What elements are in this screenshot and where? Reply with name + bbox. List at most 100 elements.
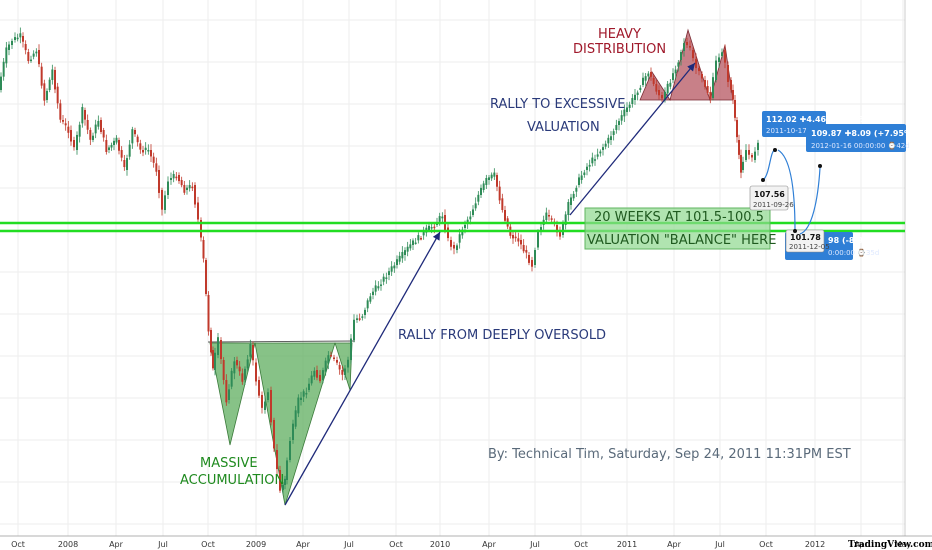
candle-body (282, 484, 284, 490)
svg-text:2012-01-16 00:00:00 ⌚42d: 2012-01-16 00:00:00 ⌚42d (811, 141, 910, 150)
candle-body (417, 235, 420, 241)
svg-text:112.02 ✚4.46 (+4.15%): 112.02 ✚4.46 (+4.15%) (766, 115, 871, 124)
candle-body (139, 143, 142, 150)
candle-body (692, 50, 694, 59)
candle-body (86, 120, 89, 130)
candle-body (393, 265, 396, 269)
watermark: TradingView.com (848, 540, 932, 550)
candle-body (54, 70, 56, 90)
candle-body (152, 156, 155, 163)
candle-body (631, 98, 634, 104)
candle-body (698, 68, 700, 72)
candle-body (48, 79, 51, 90)
candle-body (164, 195, 166, 210)
candle-body (602, 147, 604, 150)
arrow-rally-excessive (569, 62, 696, 216)
candle-body (51, 69, 54, 80)
candle-body (591, 157, 594, 164)
candle-body (308, 383, 310, 390)
candle-body (319, 375, 321, 382)
candle-body (284, 478, 286, 485)
candle-body (136, 136, 139, 143)
candle-body (385, 277, 388, 279)
candle-body (212, 350, 214, 369)
candle-body (2, 61, 5, 77)
candle-body (525, 250, 528, 253)
candle-body (62, 120, 64, 122)
candle-body (578, 177, 580, 185)
candle-body (504, 210, 506, 221)
candle-body (0, 76, 2, 90)
candle-body (115, 137, 118, 143)
candle-body (81, 107, 84, 124)
candle-body (191, 186, 194, 189)
candle-body (474, 203, 477, 209)
candle-body (14, 37, 16, 40)
candle-body (740, 155, 742, 173)
candle-body (396, 259, 398, 265)
candle-body (294, 410, 297, 427)
candle-body (661, 95, 663, 99)
candle-body (727, 65, 729, 82)
candle-body (428, 225, 430, 230)
candle-body (286, 460, 288, 480)
x-tick-15: Jul (714, 540, 725, 549)
candle-body (330, 355, 332, 357)
candle-body (289, 440, 291, 460)
candle-body (73, 140, 75, 148)
candle-body (572, 193, 575, 199)
candle-body (388, 271, 390, 275)
measure-dots (761, 148, 822, 233)
candle-body (92, 135, 94, 140)
x-tick-19: May (895, 540, 912, 549)
candle-body (183, 185, 186, 193)
candle-body (11, 40, 13, 45)
candle-body (490, 174, 493, 179)
candle-body (118, 140, 120, 151)
candle-body (252, 345, 254, 361)
candle-body (300, 397, 302, 400)
candle-body (732, 90, 734, 100)
candle-body (175, 176, 178, 179)
x-tick-13: 2011 (617, 540, 637, 549)
candle-body (607, 137, 610, 144)
x-tick-6: Apr (296, 540, 311, 549)
candle-body (16, 37, 19, 40)
candle-body (612, 131, 615, 135)
candle-body (38, 50, 40, 65)
candle-body (214, 352, 216, 370)
candle-body (588, 164, 591, 167)
candle-body (270, 390, 272, 423)
chart-grid (0, 0, 906, 536)
candle-body (718, 57, 720, 62)
candle-body (655, 84, 658, 92)
candle-body (120, 150, 123, 158)
candle-body (56, 86, 59, 104)
box-line-2: VALUATION "BALANCE" HERE (587, 233, 776, 248)
candle-body (496, 175, 498, 187)
candle-body (380, 284, 382, 286)
candle-body (683, 43, 685, 51)
candle-body (350, 338, 352, 360)
candle-body (30, 59, 32, 62)
candle-body (712, 77, 714, 98)
candle-body (356, 318, 358, 320)
candle-body (706, 86, 709, 93)
candle-body (528, 255, 530, 263)
x-tick-14: Apr (667, 540, 682, 549)
candle-body (364, 309, 366, 315)
candle-body (236, 360, 238, 366)
candle-body (477, 194, 480, 202)
svg-text:109.87 ✚8.09 (+7.95%): 109.87 ✚8.09 (+7.95%) (811, 129, 916, 138)
candle-body (745, 150, 747, 160)
candle-body (724, 50, 726, 63)
candle-body (412, 240, 414, 245)
candle-body (100, 120, 102, 132)
x-tick-8: Oct (389, 540, 403, 549)
candle-body (748, 150, 750, 155)
candle-body (110, 144, 113, 148)
candle-body (575, 187, 578, 192)
candle-body (610, 136, 612, 140)
candle-body (134, 130, 136, 135)
candle-body (599, 151, 602, 154)
